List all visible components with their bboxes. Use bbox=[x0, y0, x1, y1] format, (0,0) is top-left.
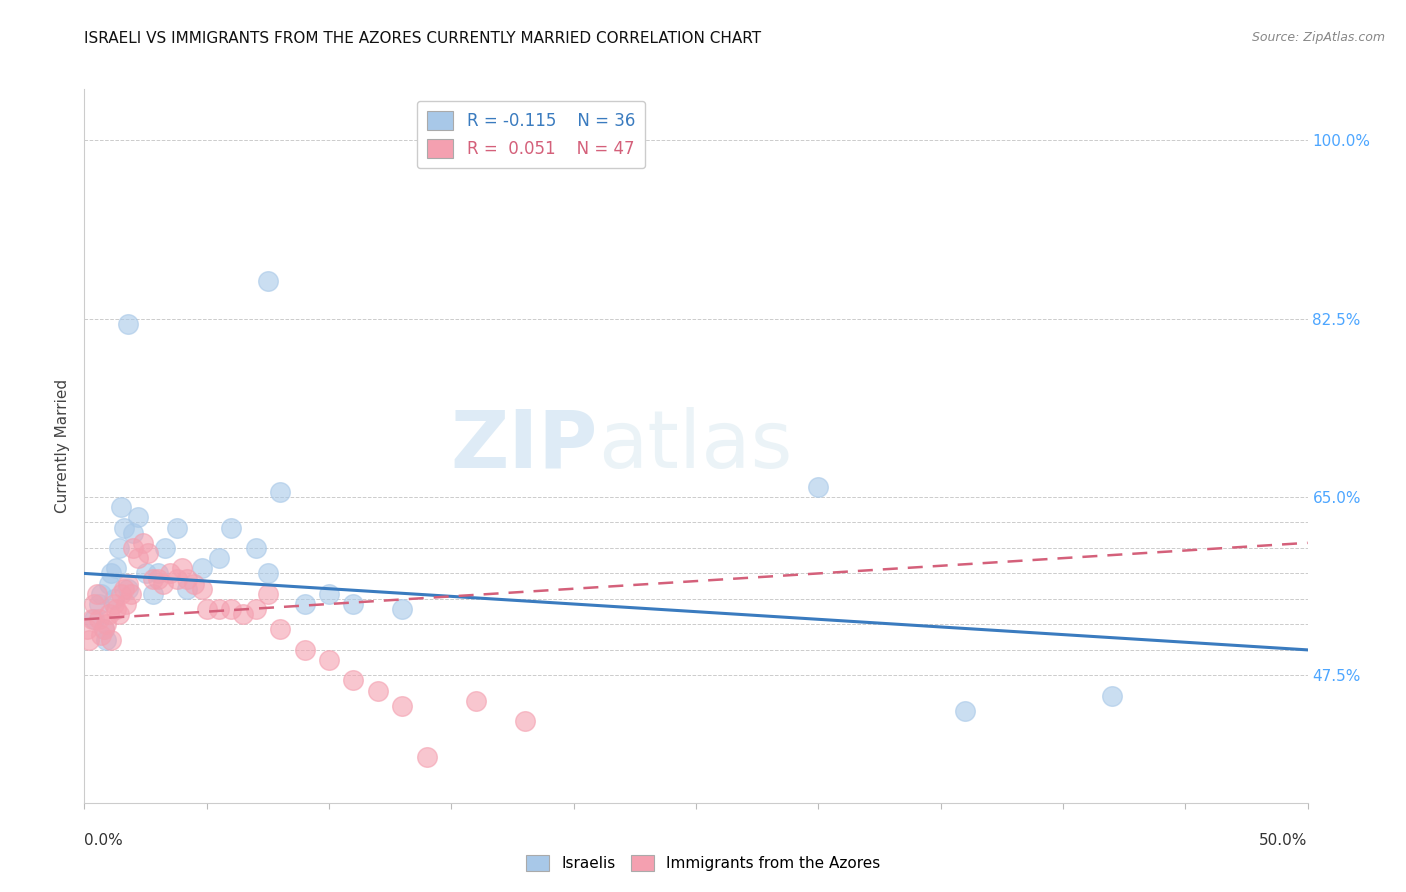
Point bbox=[77, 632, 100, 647]
Point bbox=[146, 566, 169, 581]
Point bbox=[83, 597, 105, 611]
Point bbox=[232, 607, 254, 622]
Text: Source: ZipAtlas.com: Source: ZipAtlas.com bbox=[1251, 31, 1385, 45]
Y-axis label: Currently Married: Currently Married bbox=[55, 379, 70, 513]
Point bbox=[96, 632, 118, 647]
Point bbox=[391, 602, 413, 616]
Point bbox=[100, 632, 122, 647]
Point bbox=[105, 561, 128, 575]
Point bbox=[90, 587, 112, 601]
Point bbox=[96, 617, 118, 632]
Point bbox=[172, 561, 194, 575]
Legend: Israelis, Immigrants from the Azores: Israelis, Immigrants from the Azores bbox=[520, 849, 886, 877]
Point bbox=[142, 587, 165, 601]
Point bbox=[97, 576, 120, 591]
Text: ZIP: ZIP bbox=[451, 407, 598, 485]
Point bbox=[191, 561, 214, 575]
Point bbox=[117, 582, 139, 596]
Text: atlas: atlas bbox=[598, 407, 793, 485]
Point bbox=[120, 587, 142, 601]
Point bbox=[132, 536, 155, 550]
Point bbox=[166, 520, 188, 534]
Point bbox=[83, 612, 105, 626]
Point bbox=[245, 602, 267, 616]
Point bbox=[142, 572, 165, 586]
Point bbox=[159, 566, 181, 581]
Point bbox=[107, 541, 129, 555]
Point bbox=[269, 623, 291, 637]
Point bbox=[219, 520, 242, 534]
Text: 50.0%: 50.0% bbox=[1260, 833, 1308, 848]
Point bbox=[103, 597, 125, 611]
Point bbox=[86, 587, 108, 601]
Point bbox=[183, 576, 205, 591]
Point bbox=[294, 597, 316, 611]
Point bbox=[152, 576, 174, 591]
Point bbox=[342, 673, 364, 688]
Point bbox=[87, 597, 110, 611]
Point bbox=[464, 694, 486, 708]
Point bbox=[136, 546, 159, 560]
Point bbox=[219, 602, 242, 616]
Point bbox=[318, 587, 340, 601]
Point bbox=[416, 750, 439, 764]
Point bbox=[513, 714, 536, 729]
Point bbox=[93, 623, 115, 637]
Point bbox=[195, 602, 218, 616]
Point bbox=[76, 623, 98, 637]
Point bbox=[176, 572, 198, 586]
Point bbox=[318, 653, 340, 667]
Point bbox=[80, 612, 103, 626]
Point bbox=[176, 582, 198, 596]
Point bbox=[135, 566, 157, 581]
Legend: R = -0.115    N = 36, R =  0.051    N = 47: R = -0.115 N = 36, R = 0.051 N = 47 bbox=[416, 101, 645, 168]
Point bbox=[110, 587, 132, 601]
Point bbox=[112, 520, 135, 534]
Point bbox=[87, 612, 110, 626]
Point bbox=[166, 572, 188, 586]
Point bbox=[90, 627, 112, 641]
Point bbox=[117, 576, 139, 591]
Point bbox=[191, 582, 214, 596]
Point bbox=[269, 484, 291, 499]
Text: ISRAELI VS IMMIGRANTS FROM THE AZORES CURRENTLY MARRIED CORRELATION CHART: ISRAELI VS IMMIGRANTS FROM THE AZORES CU… bbox=[84, 31, 762, 46]
Point bbox=[112, 582, 135, 596]
Point bbox=[257, 587, 280, 601]
Point bbox=[100, 566, 122, 581]
Point bbox=[122, 541, 145, 555]
Point bbox=[342, 597, 364, 611]
Point bbox=[97, 607, 120, 622]
Point bbox=[208, 602, 231, 616]
Point bbox=[110, 500, 132, 515]
Point bbox=[953, 704, 976, 718]
Point bbox=[391, 698, 413, 713]
Point bbox=[117, 317, 139, 331]
Point bbox=[93, 623, 115, 637]
Point bbox=[257, 566, 280, 581]
Point bbox=[245, 541, 267, 555]
Point bbox=[122, 525, 145, 540]
Point bbox=[105, 602, 128, 616]
Point bbox=[367, 683, 389, 698]
Point bbox=[103, 591, 125, 606]
Point bbox=[153, 541, 176, 555]
Point bbox=[1101, 689, 1123, 703]
Text: 0.0%: 0.0% bbox=[84, 833, 124, 848]
Point bbox=[257, 274, 280, 288]
Point bbox=[127, 510, 149, 524]
Point bbox=[294, 643, 316, 657]
Point bbox=[208, 551, 231, 566]
Point bbox=[146, 572, 169, 586]
Point bbox=[107, 607, 129, 622]
Point bbox=[115, 597, 138, 611]
Point bbox=[127, 551, 149, 566]
Point bbox=[807, 480, 830, 494]
